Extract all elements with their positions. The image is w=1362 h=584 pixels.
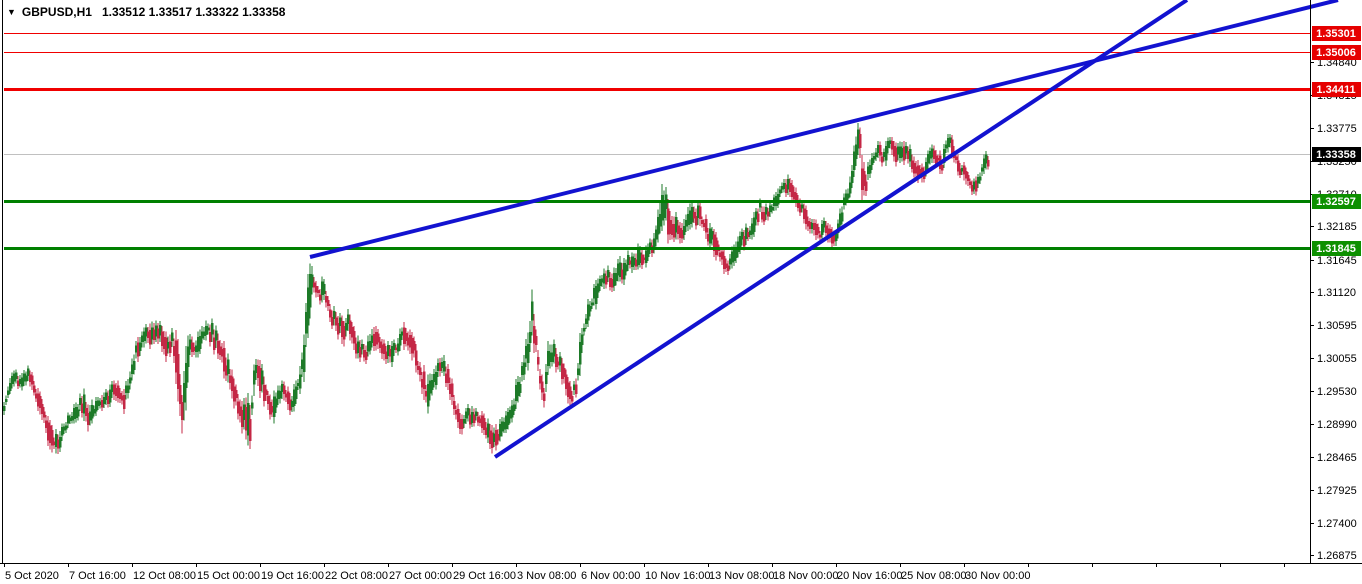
price-tick xyxy=(1310,555,1314,556)
resistance-line xyxy=(4,52,1310,53)
resistance-badge-label: 1.35301 xyxy=(1316,28,1356,40)
time-label: 3 Nov 08:00 xyxy=(517,570,576,582)
price-label: 1.33775 xyxy=(1317,123,1357,135)
time-tick xyxy=(1220,563,1221,567)
price-tick xyxy=(1310,358,1314,359)
time-tick xyxy=(260,563,261,567)
time-label: 6 Nov 00:00 xyxy=(581,570,640,582)
ohlc-values: 1.33512 1.33517 1.33322 1.33358 xyxy=(101,5,286,19)
chart-title-bar: ▼ GBPUSD,H1 1.33512 1.33517 1.33322 1.33… xyxy=(7,5,285,19)
support-badge-label: 1.31845 xyxy=(1316,243,1356,255)
time-tick xyxy=(1092,563,1093,567)
price-label: 1.26875 xyxy=(1317,550,1357,562)
axes xyxy=(0,0,1362,564)
time-label: 5 Oct 2020 xyxy=(5,570,59,582)
current_price-badge xyxy=(1312,147,1361,162)
time-label: 13 Nov 08:00 xyxy=(709,570,774,582)
price-tick xyxy=(1310,260,1314,261)
time-label: 25 Nov 08:00 xyxy=(901,570,966,582)
price-label: 1.30055 xyxy=(1317,353,1357,365)
price-tick xyxy=(1310,391,1314,392)
time-tick xyxy=(772,563,773,567)
support-line xyxy=(4,247,1310,250)
price-label: 1.27925 xyxy=(1317,485,1357,497)
price-tick xyxy=(1310,523,1314,524)
time-axis[interactable]: 5 Oct 2020 7 Oct 16:00 12 Oct 08:00 15 Oct … xyxy=(4,563,1285,582)
resistance-badge xyxy=(1312,45,1361,60)
resistance-badge xyxy=(1312,82,1361,97)
price-tick xyxy=(1310,292,1314,293)
time-label: 18 Nov 00:00 xyxy=(773,570,838,582)
time-label: 19 Oct 16:00 xyxy=(261,570,324,582)
resistance-line xyxy=(4,33,1310,34)
price-badges: 1.35301 1.35006 1.34411 1.33358 1.32597 1.318… xyxy=(1312,26,1361,256)
time-tick xyxy=(132,563,133,567)
level-lines xyxy=(4,33,1310,250)
current_price-badge-label: 1.33358 xyxy=(1316,149,1356,161)
price-label: 1.27400 xyxy=(1317,518,1357,530)
resistance-badge xyxy=(1312,26,1361,41)
candles xyxy=(2,122,990,455)
time-tick xyxy=(580,563,581,567)
time-label: 15 Oct 00:00 xyxy=(197,570,260,582)
time-label: 22 Oct 08:00 xyxy=(325,570,388,582)
time-tick xyxy=(68,563,69,567)
time-tick xyxy=(1156,563,1157,567)
support-line xyxy=(4,200,1310,203)
price-tick xyxy=(1310,325,1314,326)
price-axis-line xyxy=(1310,0,1311,563)
support-badge xyxy=(1312,241,1361,256)
time-label: 10 Nov 16:00 xyxy=(645,570,710,582)
time-tick xyxy=(388,563,389,567)
time-tick xyxy=(644,563,645,567)
time-label: 29 Oct 16:00 xyxy=(453,570,516,582)
resistance-badge-label: 1.35006 xyxy=(1316,47,1356,59)
resistance-line xyxy=(4,88,1310,91)
time-label: 7 Oct 16:00 xyxy=(69,570,126,582)
time-tick xyxy=(452,563,453,567)
time-tick xyxy=(900,563,901,567)
time-tick xyxy=(1028,563,1029,567)
time-tick xyxy=(324,563,325,567)
price-label: 1.32185 xyxy=(1317,221,1357,233)
time-label: 27 Oct 00:00 xyxy=(389,570,452,582)
price-tick xyxy=(1310,457,1314,458)
price-tick xyxy=(1310,62,1314,63)
time-tick xyxy=(516,563,517,567)
price-label: 1.29530 xyxy=(1317,386,1357,398)
time-label: 30 Nov 00:00 xyxy=(965,570,1030,582)
rising-wedge-lower-trendline xyxy=(493,0,1189,459)
current-price-line xyxy=(4,154,1310,155)
resistance-badge-label: 1.34411 xyxy=(1316,84,1355,96)
price-tick xyxy=(1310,226,1314,227)
price-label: 1.30595 xyxy=(1317,320,1357,332)
price-label: 1.28990 xyxy=(1317,419,1357,431)
time-axis-line xyxy=(0,563,1362,564)
price-tick xyxy=(1310,128,1314,129)
price-axis[interactable]: 1.348401.343151.337751.332501.327101.321… xyxy=(1310,57,1357,562)
chart-left-border xyxy=(2,0,3,563)
support-badge xyxy=(1312,194,1361,209)
time-tick xyxy=(196,563,197,567)
rising-wedge-upper-trendline xyxy=(309,0,1339,259)
time-tick xyxy=(708,563,709,567)
price-tick xyxy=(1310,490,1314,491)
symbol-timeframe-label: GBPUSD,H1 xyxy=(21,5,92,19)
time-tick xyxy=(836,563,837,567)
time-label: 20 Nov 16:00 xyxy=(837,570,902,582)
time-tick xyxy=(964,563,965,567)
symbol-dropdown-icon: ▼ xyxy=(7,6,16,17)
support-badge-label: 1.32597 xyxy=(1316,196,1356,208)
price-label: 1.28465 xyxy=(1317,452,1357,464)
trendlines xyxy=(309,0,1339,459)
price-label: 1.31120 xyxy=(1317,287,1356,299)
price-label: 1.31645 xyxy=(1317,255,1357,267)
time-tick xyxy=(1284,563,1285,567)
time-tick xyxy=(4,563,5,567)
price-tick xyxy=(1310,424,1314,425)
time-label: 12 Oct 08:00 xyxy=(133,570,196,582)
